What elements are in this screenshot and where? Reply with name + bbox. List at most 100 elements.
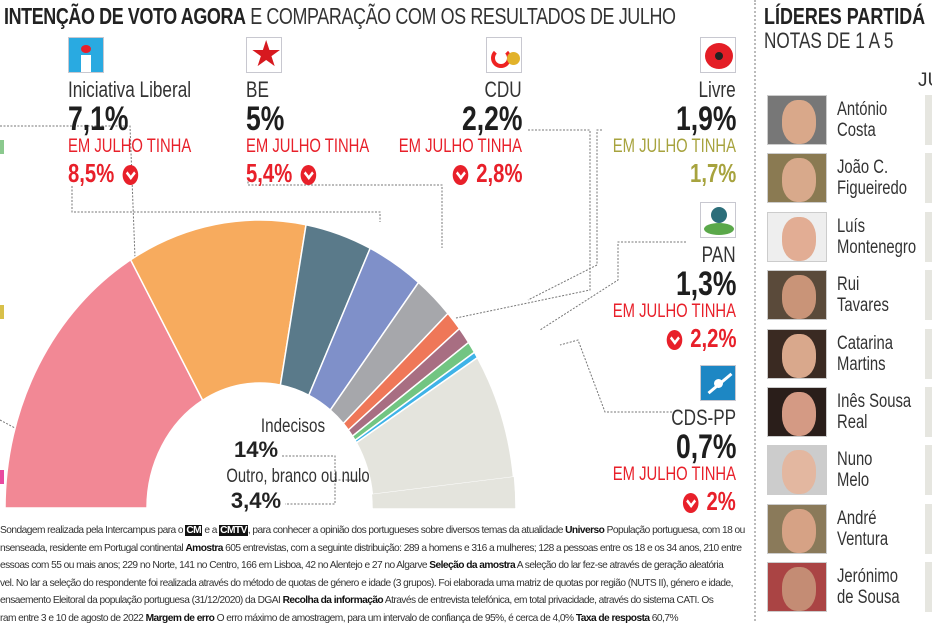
leader-photo bbox=[767, 387, 827, 437]
leader-name: Inês Sousa Real bbox=[837, 391, 912, 433]
leader-photo bbox=[767, 328, 827, 379]
left-partial-mark bbox=[0, 470, 4, 484]
footnote-text: Sondagem realizada pela Intercampus para… bbox=[0, 525, 186, 536]
footnote-line: nsenseada, residente em Portugal contine… bbox=[0, 540, 752, 558]
party-value: 1,9% bbox=[675, 100, 736, 138]
party-value: 0,7% bbox=[675, 428, 736, 466]
party-name: BE bbox=[246, 77, 269, 102]
leader-row: Luís Montenegro bbox=[767, 211, 932, 264]
leader-name: António Costa bbox=[837, 99, 888, 141]
leader-row: Inês Sousa Real bbox=[767, 387, 932, 439]
july-label: EM JULHO TINHA bbox=[612, 301, 736, 322]
left-partial-mark bbox=[0, 305, 4, 319]
leader-row: António Costa bbox=[767, 95, 932, 147]
rating-cell bbox=[925, 562, 932, 613]
party-cdu: CDU 2,2% EM JULHO TINHA 2,8% bbox=[322, 37, 522, 188]
leader-line-pan bbox=[539, 241, 686, 331]
leader-name: André Ventura bbox=[837, 507, 889, 550]
footnote-text: essoas com 55 ou mais anos; 229 no Norte… bbox=[0, 560, 430, 572]
leaders-subtitle: NOTAS DE 1 A 5 bbox=[764, 28, 894, 53]
party-cds: CDS-PP 0,7% EM JULHO TINHA 2% bbox=[536, 365, 736, 516]
other-label: Outro, branco ou nulo bbox=[226, 465, 369, 486]
methodology-footnote: Sondagem realizada pela Intercampus para… bbox=[0, 522, 752, 628]
column-header: JU bbox=[918, 70, 932, 91]
party-name: CDS-PP bbox=[671, 405, 736, 430]
party-name: CDU bbox=[484, 77, 522, 102]
donut-slices bbox=[4, 219, 516, 509]
pan-paw-logo-icon bbox=[700, 202, 736, 238]
leader-lines bbox=[0, 125, 686, 505]
party-value: 5% bbox=[246, 100, 285, 138]
leader-row: André Ventura bbox=[767, 503, 932, 556]
footnote-heading: Universo bbox=[565, 525, 605, 536]
other-value: 3,4% bbox=[231, 488, 281, 513]
footnote-text: e a bbox=[202, 525, 220, 536]
july-label: EM JULHO TINHA bbox=[246, 136, 370, 157]
footnote-heading: Recolha da informação bbox=[282, 595, 384, 607]
leader-photo bbox=[767, 153, 827, 204]
cdu-hammer-sickle-logo-icon bbox=[486, 37, 522, 73]
undecided-value: 14% bbox=[234, 437, 278, 462]
rating-cell bbox=[925, 445, 932, 496]
party-name: PAN bbox=[701, 242, 736, 267]
leader-photo bbox=[767, 445, 827, 496]
leader-line-left-2 bbox=[0, 419, 16, 429]
leader-photo bbox=[767, 270, 827, 321]
july-label: EM JULHO TINHA bbox=[612, 136, 736, 157]
footnote-text: , para conhecer a opinião dos portuguese… bbox=[247, 525, 566, 536]
footnote-text: ram entre 3 e 10 de agosto de 2022 bbox=[0, 612, 146, 624]
livre-poppy-logo-icon bbox=[700, 37, 736, 73]
july-value: 2,8% bbox=[475, 158, 522, 188]
leader-line-cds bbox=[559, 339, 672, 413]
footnote-text: 60,7% bbox=[649, 612, 679, 624]
leader-name: Luís Montenegro bbox=[837, 215, 917, 258]
rating-cell bbox=[925, 211, 932, 262]
leader-row: João C. Figueiredo bbox=[767, 153, 932, 205]
july-label: EM JULHO TINHA bbox=[398, 136, 522, 157]
leader-photo bbox=[767, 95, 827, 145]
july-label: EM JULHO TINHA bbox=[68, 136, 192, 157]
column-divider bbox=[754, 0, 756, 621]
cds-logo-icon bbox=[700, 365, 736, 401]
footnote-text: A seleção do lar fez-se através de geraç… bbox=[515, 560, 724, 572]
rating-cell bbox=[925, 387, 932, 437]
slice-segment-2 bbox=[129, 219, 307, 402]
footnote-text: População portuguesa, com 18 ou bbox=[604, 525, 746, 536]
leaders-title: LÍDERES PARTIDÁ bbox=[764, 3, 926, 29]
rating-cell bbox=[925, 95, 932, 145]
leader-row: Jerónimo de Sousa bbox=[767, 562, 932, 614]
footnote-line: ram entre 3 e 10 de agosto de 2022 Marge… bbox=[0, 610, 752, 628]
footnote-text: ensaemento Eleitoral da população portug… bbox=[0, 595, 283, 607]
footnote-text: 605 entrevistas, com a seguinte distribu… bbox=[222, 542, 742, 554]
chart-title: INTENÇÃO DE VOTO AGORA E COMPARAÇÃO COM … bbox=[4, 3, 676, 30]
party-name: Livre bbox=[698, 77, 736, 102]
july-label: EM JULHO TINHA bbox=[612, 464, 736, 485]
title-bold: INTENÇÃO DE VOTO AGORA bbox=[4, 3, 246, 29]
trend-down-icon bbox=[300, 165, 316, 186]
rating-cell bbox=[925, 153, 932, 204]
leader-photo bbox=[767, 562, 827, 613]
leader-name: Catarina Martins bbox=[837, 332, 894, 375]
leader-line-left-1 bbox=[0, 125, 136, 259]
party-il: Iniciativa Liberal 7,1% EM JULHO TINHA 8… bbox=[68, 37, 268, 188]
footnote-line: essoas com 55 ou mais anos; 229 no Norte… bbox=[0, 557, 752, 575]
trend-down-icon bbox=[683, 493, 699, 514]
vote-intention-chart: Indecisos 14% Outro, branco ou nulo 3,4% bbox=[0, 125, 686, 513]
title-rest: E COMPARAÇÃO COM OS RESULTADOS DE JULHO bbox=[250, 3, 676, 29]
leader-photo bbox=[767, 211, 827, 262]
leader-line-il bbox=[71, 186, 381, 222]
trend-down-icon bbox=[666, 330, 682, 351]
footnote-heading: Margem de erro bbox=[145, 612, 215, 624]
trend-down-icon bbox=[452, 165, 468, 186]
party-value: 1,3% bbox=[675, 265, 736, 303]
leader-name: Rui Tavares bbox=[837, 274, 889, 317]
leader-photo bbox=[767, 503, 827, 554]
july-value: 2,2% bbox=[689, 323, 736, 353]
july-value: 8,5% bbox=[68, 158, 115, 188]
footnote-text: vel. No lar a seleção do respondente foi… bbox=[0, 577, 733, 589]
footnote-text: CM bbox=[185, 525, 203, 536]
footnote-text: nsenseada, residente em Portugal contine… bbox=[0, 542, 186, 554]
party-be: ★ BE 5% EM JULHO TINHA 5,4% bbox=[246, 37, 446, 188]
party-value: 7,1% bbox=[68, 100, 129, 138]
footnote-heading: Seleção da amostra bbox=[429, 560, 516, 572]
